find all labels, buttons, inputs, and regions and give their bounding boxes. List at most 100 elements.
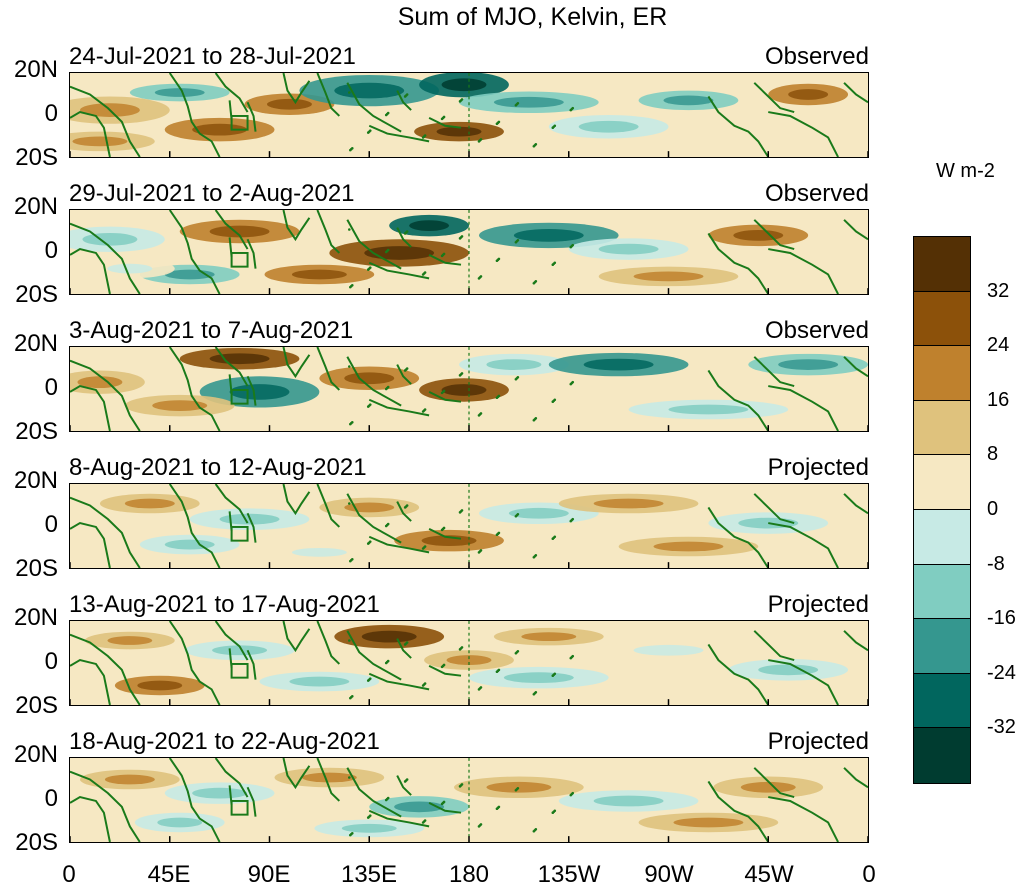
island-dot xyxy=(405,93,409,96)
island-dot xyxy=(405,504,409,507)
lon-label-135e: 135E xyxy=(340,861,398,888)
island-dot xyxy=(405,641,409,644)
coastline xyxy=(428,254,462,266)
island-dot xyxy=(571,243,575,247)
coastline xyxy=(346,82,402,133)
island-dot xyxy=(460,646,464,649)
coastline xyxy=(396,364,412,385)
anomaly-core xyxy=(361,630,417,643)
coastline xyxy=(316,484,341,528)
anomaly-core xyxy=(209,225,270,238)
lat-label-mid: 0 xyxy=(44,237,58,264)
coastline xyxy=(246,375,257,406)
coastline xyxy=(70,770,141,842)
map-plot-area xyxy=(69,757,869,843)
island-dot xyxy=(553,809,557,813)
anomaly-core xyxy=(209,353,270,365)
island-dot xyxy=(534,554,538,557)
island-dot xyxy=(460,783,464,786)
anomaly-core xyxy=(421,535,477,547)
lat-label-bottom: 20S xyxy=(15,144,58,171)
island-dot xyxy=(442,800,446,804)
anomaly-core xyxy=(212,645,268,656)
anomaly-core xyxy=(107,263,153,274)
panel-date-range: 3-Aug-2021 to 7-Aug-2021 xyxy=(69,317,354,344)
coastline xyxy=(396,638,412,659)
region-box xyxy=(230,663,249,679)
anomaly-core xyxy=(758,664,819,676)
coastline xyxy=(316,347,341,391)
map-plot-area xyxy=(69,346,869,432)
lat-label-top: 20N xyxy=(13,330,58,357)
island-dot xyxy=(405,367,409,370)
coastline xyxy=(707,643,770,705)
coastline xyxy=(753,630,795,662)
region-box xyxy=(230,115,249,131)
coastline xyxy=(168,73,221,157)
coastline xyxy=(843,767,868,789)
colorbar-segment xyxy=(914,400,970,456)
map-panel: 18-Aug-2021 to 22-Aug-2021 Projected 20N 0 2… xyxy=(0,729,880,855)
anomaly-core xyxy=(778,359,839,370)
coastline xyxy=(70,222,141,294)
coastline xyxy=(396,227,412,248)
island-dot xyxy=(423,134,427,137)
island-dot xyxy=(534,691,538,694)
map-plot-area xyxy=(69,620,869,706)
lat-label-mid: 0 xyxy=(44,511,58,538)
anomaly-core xyxy=(344,502,395,513)
island-dot xyxy=(553,535,557,539)
island-dot xyxy=(368,540,372,543)
panel-status: Observed xyxy=(764,43,869,70)
lat-label-bottom: 20S xyxy=(15,281,58,308)
island-dot xyxy=(571,654,575,658)
anomaly-core xyxy=(164,539,215,550)
coastline xyxy=(428,117,462,129)
anomaly-core xyxy=(157,817,203,828)
island-dot xyxy=(423,682,427,685)
island-dot xyxy=(534,143,538,146)
island-dot xyxy=(348,639,351,642)
coastline xyxy=(368,398,430,417)
anomaly-core xyxy=(192,787,248,799)
anomaly-core xyxy=(229,384,290,400)
anomaly-core xyxy=(733,230,784,241)
coastline xyxy=(843,219,868,241)
island-dot xyxy=(442,663,446,667)
anomaly-core xyxy=(441,384,487,396)
anomaly-core xyxy=(137,680,183,691)
island-dot xyxy=(571,380,575,384)
island-dot xyxy=(442,526,446,530)
colorbar-label: 32 xyxy=(987,279,1010,302)
anomaly-field xyxy=(70,621,868,705)
island-dot xyxy=(348,776,351,779)
island-dot xyxy=(534,280,538,283)
island-dot xyxy=(460,98,464,101)
anomaly-core xyxy=(192,123,248,136)
coastline xyxy=(70,248,111,294)
coastline xyxy=(70,522,111,568)
colorbar-label: -16 xyxy=(987,607,1016,630)
island-dot xyxy=(405,230,409,233)
colorbar-segment xyxy=(914,564,970,620)
coastline xyxy=(428,391,462,403)
coastline xyxy=(707,232,770,294)
island-dot xyxy=(350,146,354,150)
map-panel: 24-Jul-2021 to 28-Jul-2021 Observed 20N 0 20… xyxy=(0,43,880,170)
island-dot xyxy=(368,677,372,680)
island-dot xyxy=(553,261,557,265)
anomaly-core xyxy=(633,644,704,656)
island-dot xyxy=(423,408,427,411)
island-dot xyxy=(423,271,427,274)
coastline xyxy=(282,73,311,105)
anomaly-core xyxy=(289,676,350,687)
anomaly-core xyxy=(583,358,654,371)
coastline xyxy=(214,210,249,250)
island-dot xyxy=(479,686,483,689)
anomaly-field xyxy=(70,210,868,294)
island-dot xyxy=(442,389,446,393)
anomaly-core xyxy=(740,781,796,793)
coastline xyxy=(70,633,141,705)
anomaly-core xyxy=(152,400,208,411)
coastline xyxy=(707,780,770,842)
